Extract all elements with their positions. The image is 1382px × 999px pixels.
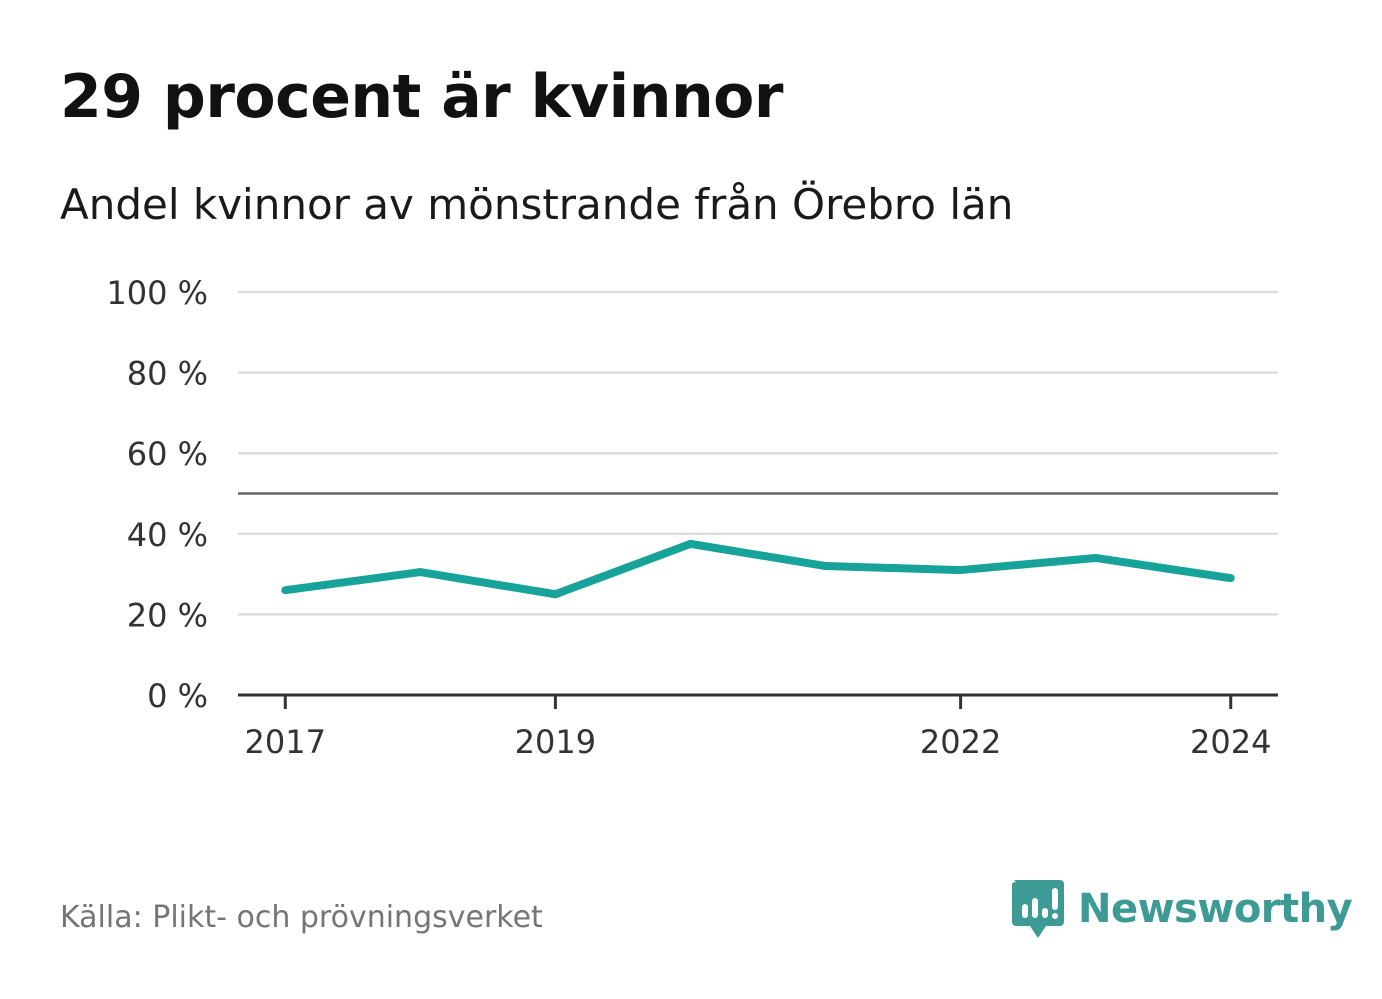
- y-tick-label: 80 %: [127, 355, 208, 393]
- data-point-2020: [686, 539, 695, 548]
- y-tick-label: 40 %: [127, 516, 208, 554]
- x-axis: 2017 2019 2022 2024: [238, 693, 1278, 761]
- x-tick-label: 2017: [245, 723, 326, 761]
- data-point-2023: [1091, 553, 1100, 562]
- data-point-2019: [551, 590, 560, 599]
- chart-subtitle: Andel kvinnor av mönstrande från Örebro …: [60, 180, 1014, 229]
- x-tick-label: 2024: [1190, 723, 1271, 761]
- x-tick-label: 2022: [920, 723, 1001, 761]
- newsworthy-logo-icon: [1012, 880, 1064, 938]
- brand-logo[interactable]: Newsworthy: [1010, 878, 1353, 940]
- y-tick-label: 100 %: [106, 274, 208, 312]
- series: [281, 539, 1235, 599]
- data-point-2021: [821, 562, 830, 571]
- chart-title: 29 procent är kvinnor: [60, 62, 783, 132]
- series-line-andel-kvinnor: [284, 539, 1232, 599]
- data-point-2022: [956, 566, 965, 575]
- y-tick-label: 0 %: [147, 677, 208, 715]
- y-tick-label: 60 %: [127, 435, 208, 473]
- line-chart: 0 % 20 % 40 % 60 % 80 % 100 % 2017 2019 2022 202…: [106, 274, 1278, 761]
- y-tick-label: 20 %: [127, 596, 208, 634]
- brand-name: Newsworthy: [1078, 886, 1353, 932]
- data-point-2024: [1226, 574, 1235, 583]
- x-tick-label: 2019: [515, 723, 596, 761]
- source-note: Källa: Plikt- och prövningsverket: [60, 900, 543, 935]
- gridlines: [238, 290, 1278, 616]
- data-point-2017: [281, 586, 290, 595]
- y-axis: 0 % 20 % 40 % 60 % 80 % 100 %: [106, 274, 208, 715]
- data-point-2018: [416, 568, 425, 577]
